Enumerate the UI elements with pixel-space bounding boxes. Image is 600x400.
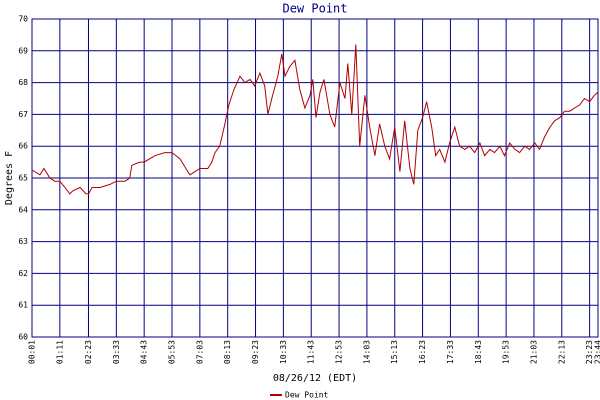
y-tick-label: 63 — [18, 237, 28, 246]
x-tick-label: 12:53 — [335, 340, 344, 364]
x-tick-label: 19:53 — [502, 340, 511, 364]
x-tick-label: 18:43 — [474, 340, 483, 364]
data-line — [31, 44, 599, 195]
y-tick-label: 67 — [18, 110, 28, 119]
x-tick-label: 21:03 — [529, 340, 538, 364]
x-tick-label: 02:23 — [84, 340, 93, 364]
x-tick-label: 01:11 — [55, 340, 64, 364]
x-tick-label: 14:03 — [362, 340, 371, 364]
legend-label: Dew Point — [285, 391, 329, 400]
chart-title: Dew Point — [282, 2, 347, 16]
y-tick-label: 70 — [18, 15, 28, 24]
y-tick-label: 60 — [18, 333, 28, 342]
y-tick-label: 69 — [18, 46, 28, 55]
y-axis-label: Degrees F — [4, 151, 15, 205]
y-tick-label: 64 — [18, 205, 28, 214]
x-tick-label: 03:33 — [112, 340, 121, 364]
x-tick-label: 08:13 — [223, 340, 232, 364]
x-axis-label: 08/26/12 (EDT) — [273, 373, 357, 384]
x-tick-label: 04:43 — [140, 340, 149, 364]
y-tick-label: 68 — [18, 78, 28, 87]
x-tick-label: 11:43 — [307, 340, 316, 364]
x-tick-label: 10:33 — [279, 340, 288, 364]
x-tick-label: 07:03 — [195, 340, 204, 364]
x-tick-label: 23:23 — [585, 340, 594, 364]
x-tick-label: 16:23 — [418, 340, 427, 364]
x-tick-label: 15:13 — [390, 340, 399, 364]
x-tick-label: 22:13 — [557, 340, 566, 364]
x-tick-label: 05:53 — [168, 340, 177, 364]
x-tick-label: 23:44 — [594, 340, 600, 364]
y-tick-label: 65 — [18, 174, 28, 183]
x-tick-label: 00:01 — [28, 340, 37, 364]
x-tick-label: 17:33 — [446, 340, 455, 364]
y-tick-label: 62 — [18, 269, 28, 278]
x-tick-label: 09:23 — [251, 340, 260, 364]
y-tick-label: 66 — [18, 142, 28, 151]
y-tick-label: 61 — [18, 301, 28, 310]
